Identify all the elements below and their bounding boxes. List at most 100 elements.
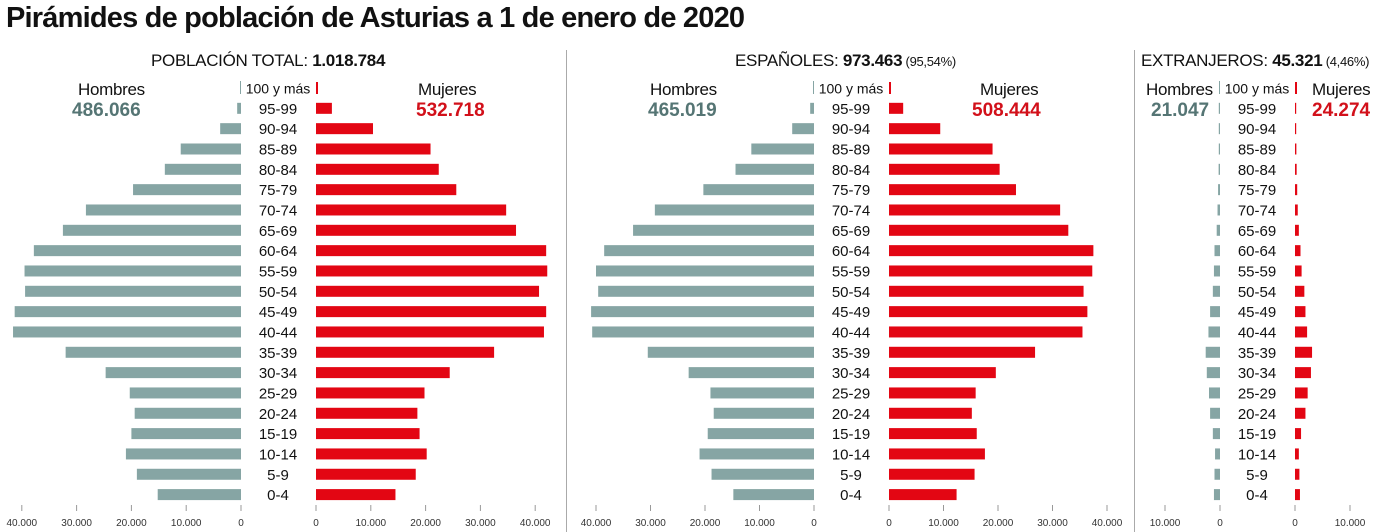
men-bar — [1206, 367, 1220, 379]
axis-tick-label: 40.000 — [581, 518, 612, 529]
women-bar — [1295, 407, 1306, 419]
age-group-label: 5-9 — [267, 467, 289, 484]
men-bar — [813, 81, 814, 94]
age-group-label: 95-99 — [1238, 101, 1276, 118]
age-group-label: 60-64 — [259, 243, 297, 260]
men-bar — [810, 102, 814, 114]
men-bar — [164, 163, 241, 175]
women-bar — [316, 285, 540, 297]
age-group-label: 40-44 — [1238, 324, 1276, 341]
men-bar — [604, 245, 814, 257]
axis-tick-label: 0 — [1217, 518, 1223, 529]
men-label: Hombres — [650, 80, 717, 99]
men-bar — [1215, 448, 1220, 460]
age-group-label: 5-9 — [1246, 467, 1268, 484]
men-bar — [1218, 123, 1220, 135]
men-bar — [1212, 428, 1220, 440]
women-bar — [889, 184, 1016, 196]
axis-tick-label: 20.000 — [690, 518, 721, 529]
men-bar — [25, 285, 242, 297]
women-bar — [889, 367, 996, 379]
panel-title-espanoles: ESPAÑOLES: 973.463 (95,54%) — [735, 51, 956, 71]
panel-title-prefix: POBLACIÓN TOTAL: — [151, 51, 313, 70]
women-bar — [1295, 489, 1300, 501]
age-group-label: 35-39 — [832, 345, 870, 362]
women-bar — [1295, 163, 1297, 175]
age-group-label: 55-59 — [259, 263, 297, 280]
men-bar — [1218, 163, 1220, 175]
age-group-label: 60-64 — [1238, 243, 1276, 260]
women-bar — [889, 224, 1069, 236]
axis-tick-label: 10.000 — [1335, 518, 1366, 529]
panel-title-value: 973.463 — [842, 51, 903, 70]
women-bar — [889, 387, 976, 399]
men-bar — [591, 306, 814, 318]
men-bar — [598, 285, 814, 297]
men-bar — [129, 387, 241, 399]
women-bar — [889, 489, 957, 501]
women-bar — [1295, 265, 1302, 277]
panel-title-value: 1.018.784 — [312, 51, 386, 70]
men-bar — [220, 123, 241, 135]
women-bar — [1295, 468, 1300, 480]
women-bar — [316, 346, 495, 358]
men-bar — [24, 265, 241, 277]
women-bar — [316, 326, 544, 338]
age-group-label: 100 y más — [246, 81, 311, 97]
age-group-label: 75-79 — [832, 182, 870, 199]
men-bar — [105, 367, 241, 379]
axis-tick-label: 20.000 — [116, 518, 147, 529]
age-group-label: 40-44 — [832, 324, 870, 341]
women-bar — [1295, 245, 1301, 257]
axis-tick-label: 30.000 — [635, 518, 666, 529]
men-bar — [14, 306, 242, 318]
axis-tick-label: 10.000 — [356, 518, 387, 529]
men-bar — [85, 204, 241, 216]
panel-title-prefix: ESPAÑOLES: — [735, 51, 843, 70]
men-bar — [1208, 326, 1220, 338]
women-bar — [1295, 285, 1305, 297]
women-bar — [889, 448, 985, 460]
women-bar — [316, 143, 431, 155]
age-group-label: 30-34 — [1238, 365, 1276, 382]
age-group-label: 35-39 — [1238, 345, 1276, 362]
men-bar — [157, 489, 241, 501]
men-bar — [131, 428, 241, 440]
women-bar — [1295, 82, 1297, 94]
age-group-label: 80-84 — [832, 162, 870, 179]
axis-tick-label: 20.000 — [410, 518, 441, 529]
panel-title-extranjeros: EXTRANJEROS: 45.321 (4,46%) — [1141, 51, 1369, 71]
chart-title: Pirámides de población de Asturias a 1 d… — [6, 2, 745, 34]
women-bar — [316, 387, 425, 399]
women-bar — [889, 102, 904, 114]
men-bar — [654, 204, 814, 216]
women-bar — [1295, 326, 1308, 338]
men-bar — [1210, 407, 1220, 419]
women-label: Mujeres — [418, 80, 477, 99]
men-bar — [688, 367, 814, 379]
age-group-label: 70-74 — [1238, 202, 1276, 219]
women-total: 532.718 — [416, 100, 485, 121]
age-group-label: 15-19 — [832, 426, 870, 443]
men-label: Hombres — [1146, 80, 1213, 99]
women-bar — [889, 143, 993, 155]
women-bar — [1295, 428, 1302, 440]
women-bar — [889, 407, 972, 419]
age-group-label: 100 y más — [1225, 81, 1290, 97]
panel-divider — [566, 50, 567, 532]
age-group-label: 95-99 — [259, 101, 297, 118]
women-bar — [316, 102, 332, 114]
panel-title-pct: (4,46%) — [1322, 54, 1370, 69]
age-group-label: 0-4 — [267, 487, 289, 504]
men-bar — [1218, 102, 1220, 114]
men-bar — [699, 448, 814, 460]
men-bar — [1213, 265, 1220, 277]
age-group-label: 15-19 — [1238, 426, 1276, 443]
men-bar — [133, 184, 241, 196]
men-total: 486.066 — [72, 100, 141, 121]
men-bar — [733, 489, 814, 501]
age-group-label: 85-89 — [259, 141, 297, 158]
age-group-label: 100 y más — [819, 81, 884, 97]
women-bar — [1295, 346, 1313, 358]
